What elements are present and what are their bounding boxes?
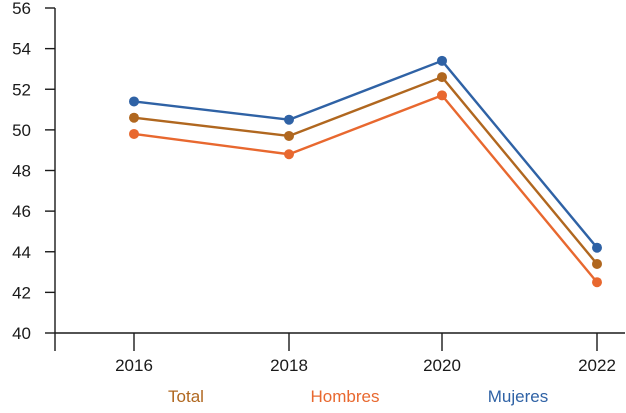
data-point — [284, 149, 294, 160]
x-tick-label: 2018 — [270, 356, 308, 375]
series-mujeres — [129, 55, 602, 253]
legend: Total Hombres Mujeres — [168, 387, 548, 406]
y-tick-label: 44 — [12, 243, 31, 262]
data-point — [592, 277, 602, 288]
legend-item-hombres: Hombres — [311, 387, 380, 406]
x-tick-label: 2020 — [423, 356, 461, 375]
data-point — [437, 72, 447, 83]
y-axis-ticks: 40 42 44 46 48 50 52 54 56 — [12, 0, 55, 343]
series-line — [133, 94, 598, 283]
y-tick-label: 46 — [12, 202, 31, 221]
x-tick-label: 2022 — [578, 356, 616, 375]
data-point — [592, 242, 602, 253]
data-point — [129, 128, 139, 139]
series-layer — [129, 55, 602, 288]
data-point — [129, 112, 139, 123]
x-tick-label: 2016 — [115, 356, 153, 375]
series-total — [129, 72, 602, 269]
legend-item-total: Total — [168, 387, 204, 406]
series-hombres — [129, 90, 602, 288]
series-line — [133, 75, 598, 265]
y-tick-label: 52 — [12, 80, 31, 99]
data-point — [129, 96, 139, 107]
data-point — [437, 55, 447, 66]
y-tick-label: 48 — [12, 162, 31, 181]
y-tick-label: 54 — [12, 40, 31, 59]
data-point — [437, 90, 447, 101]
data-point — [592, 258, 602, 269]
legend-item-mujeres: Mujeres — [488, 387, 548, 406]
y-tick-label: 56 — [12, 0, 31, 18]
x-axis-ticks: 2016 2018 2020 2022 — [115, 333, 616, 375]
data-point — [284, 130, 294, 141]
y-tick-label: 40 — [12, 324, 31, 343]
axes — [54, 8, 625, 351]
data-point — [284, 114, 294, 125]
series-line — [133, 59, 598, 249]
y-tick-label: 50 — [12, 121, 31, 140]
y-tick-label: 42 — [12, 283, 31, 302]
